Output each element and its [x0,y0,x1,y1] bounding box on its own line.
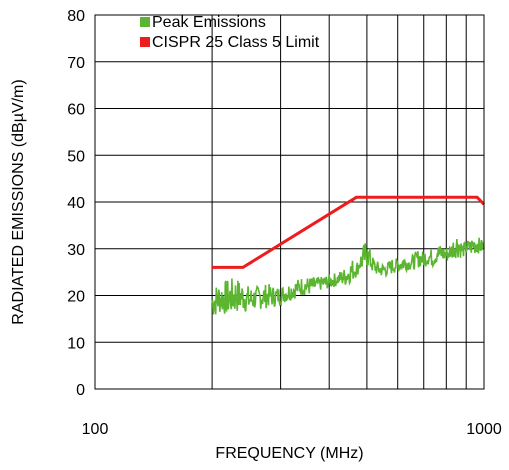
series-cispr25-class5-limit [212,195,486,269]
x-tick-label: 1000 [466,421,502,438]
y-tick-label: 30 [67,242,85,259]
legend-label-cispr-limit: CISPR 25 Class 5 Limit [152,34,320,51]
y-axis-title: RADIATED EMISSIONS (dBµV/m) [10,79,27,324]
grid-lines [95,15,484,389]
y-tick-label: 50 [67,148,85,165]
series-peak-emissions [211,237,485,315]
y-tick-label: 0 [76,382,85,399]
y-tick-label: 10 [67,335,85,352]
legend-swatch-peak-emissions [140,17,150,27]
legend-swatch-cispr-limit [140,37,150,47]
y-tick-label: 80 [67,8,85,25]
legend-label-peak-emissions: Peak Emissions [152,14,266,31]
y-tick-label: 20 [67,289,85,306]
y-tick-label: 70 [67,55,85,72]
plot-frame [94,14,485,390]
y-tick-label: 60 [67,102,85,119]
y-tick-label: 40 [67,195,85,212]
legend: Peak Emissions CISPR 25 Class 5 Limit [140,14,320,51]
x-tick-label: 100 [82,421,109,438]
data-layer [211,195,486,315]
tick-labels: 0 10 20 30 40 50 60 70 80 100 1000 [67,8,502,438]
x-axis-title: FREQUENCY (MHz) [215,445,363,462]
